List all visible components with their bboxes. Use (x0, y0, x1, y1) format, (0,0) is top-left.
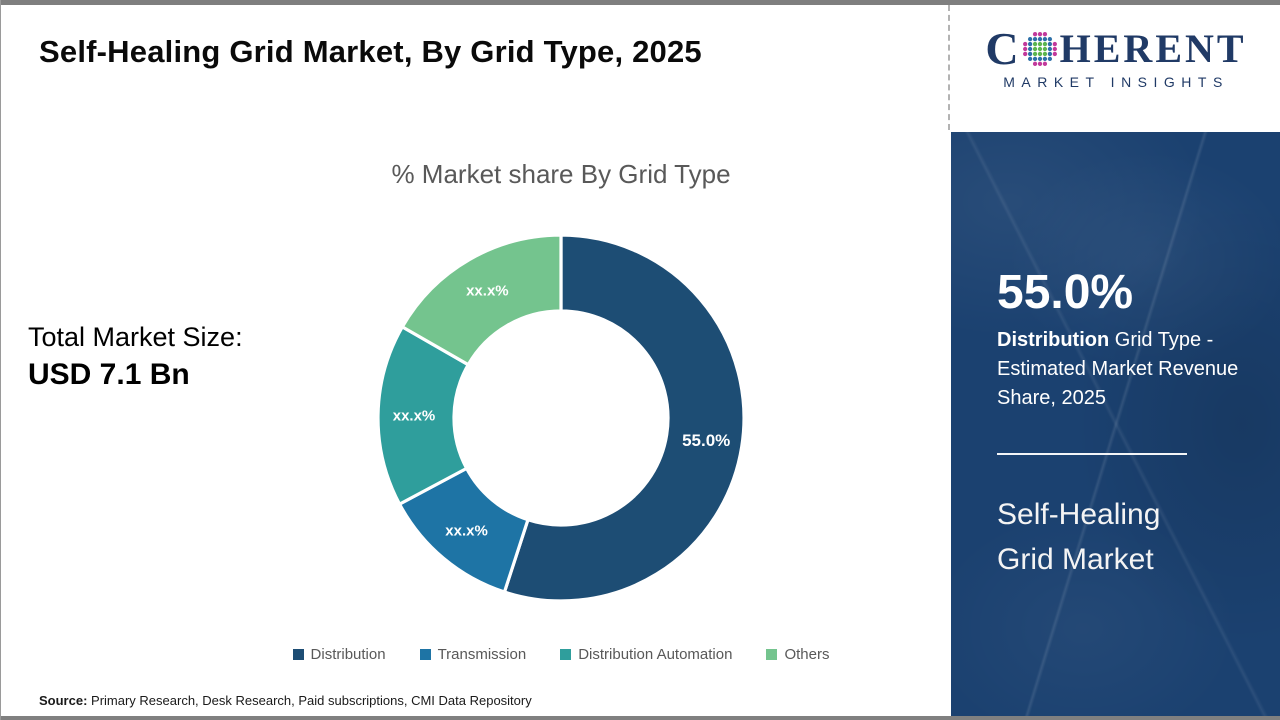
logo-wordmark: C HERENT (951, 26, 1280, 72)
sidebar-highlight-segment: Distribution (997, 329, 1110, 351)
donut-value-label-distribution-automation: xx.x% (392, 407, 436, 425)
total-market-size-block: Total Market Size: USD 7.1 Bn (28, 322, 243, 392)
legend-item-distribution: Distribution (292, 646, 386, 663)
logo-globe-icon (1022, 32, 1057, 66)
sidebar-description-rest: Grid Type - Estimated Market Revenue Sha… (997, 329, 1239, 409)
legend-swatch-distribution (292, 649, 304, 660)
source-label: Source: (39, 693, 88, 708)
chart-legend: Distribution Transmission Distribution A… (171, 646, 951, 663)
sidebar-product-line1: Self-Healing (997, 498, 1161, 531)
donut-value-label-transmission: xx.x% (445, 522, 488, 540)
legend-swatch-others (766, 649, 778, 660)
sidebar-panel: 55.0% Distribution Grid Type - Estimated… (951, 132, 1280, 716)
legend-label-others: Others (784, 646, 830, 663)
sidebar-description: Distribution Grid Type - Estimated Marke… (997, 326, 1249, 413)
legend-label-distribution-automation: Distribution Automation (578, 646, 733, 663)
sidebar-product-line2: Grid Market (997, 543, 1154, 576)
top-border-bar (1, 0, 1280, 5)
legend-item-transmission: Transmission (419, 646, 527, 663)
total-market-size-label: Total Market Size: (28, 322, 243, 352)
sidebar-product-title: Self-Healing Grid Market (997, 492, 1160, 582)
donut-value-label-others: xx.x% (466, 282, 509, 300)
header-dashed-divider (948, 5, 950, 130)
sidebar-divider-line (997, 453, 1187, 455)
donut-chart: 55.0% xx.x% xx.x% xx.x% (371, 228, 751, 608)
legend-label-transmission: Transmission (437, 646, 527, 663)
page-title: Self-Healing Grid Market, By Grid Type, … (39, 34, 702, 69)
legend-item-others: Others (766, 646, 829, 663)
logo-subtitle: MARKET INSIGHTS (1003, 74, 1229, 90)
chart-title: % Market share By Grid Type (391, 159, 731, 189)
sidebar-headline-value: 55.0% (997, 266, 1134, 319)
donut-svg (376, 233, 746, 603)
donut-value-label-distribution: 55.0% (682, 430, 731, 450)
logo-letter-c: C (985, 23, 1020, 74)
coherent-market-insights-logo: C HERENT MARKET INSIGHTS (951, 26, 1280, 112)
logo-letters-rest: HERENT (1059, 26, 1247, 71)
source-text: Primary Research, Desk Research, Paid su… (87, 693, 532, 708)
legend-item-distribution-automation: Distribution Automation (560, 646, 732, 663)
total-market-size-value: USD 7.1 Bn (28, 358, 190, 391)
donut-segment-others (400, 233, 563, 367)
legend-label-distribution: Distribution (310, 646, 386, 663)
donut-segment-distribution (502, 233, 746, 603)
legend-swatch-distribution-automation (560, 649, 572, 660)
bottom-border-bar (1, 716, 1280, 720)
legend-swatch-transmission (419, 649, 431, 660)
source-line: Source: Primary Research, Desk Research,… (39, 693, 532, 708)
